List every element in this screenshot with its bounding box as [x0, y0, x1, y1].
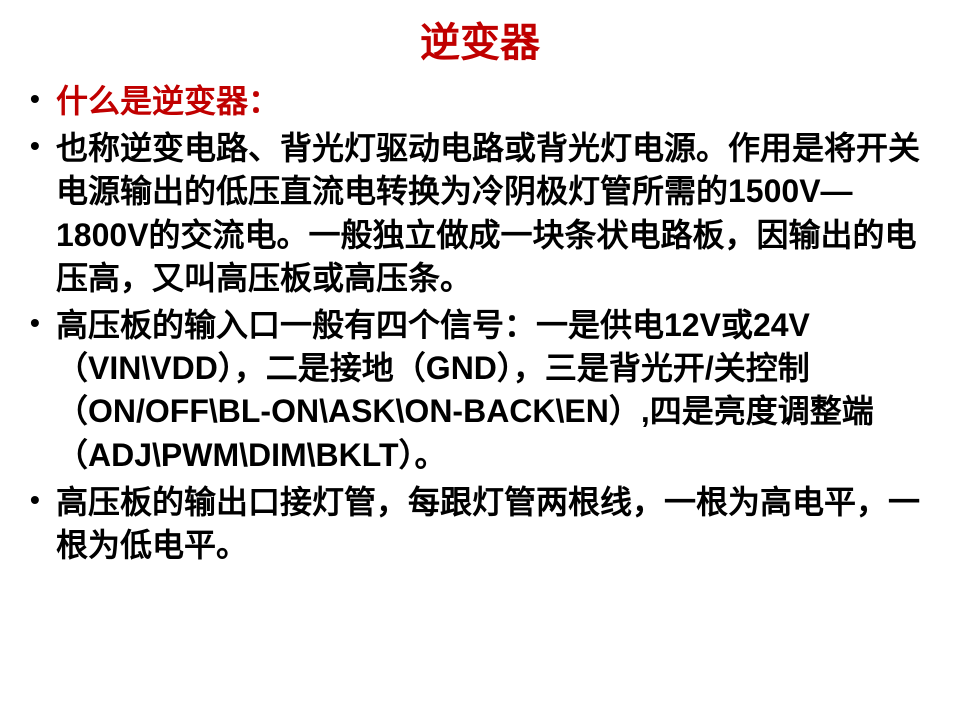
list-item: 什么是逆变器： — [20, 80, 940, 123]
bullet-text: 高压板的输入口一般有四个信号：一是供电12V或24V（VIN\VDD），二是接地… — [56, 304, 940, 477]
slide-title: 逆变器 — [20, 10, 940, 68]
list-item: 高压板的输出口接灯管，每跟灯管两根线，一根为高电平，一根为低电平。 — [20, 481, 940, 567]
list-item: 也称逆变电路、背光灯驱动电路或背光灯电源。作用是将开关电源输出的低压直流电转换为… — [20, 127, 940, 300]
title-text: 逆变器 — [420, 21, 540, 65]
content-list: 什么是逆变器： 也称逆变电路、背光灯驱动电路或背光灯电源。作用是将开关电源输出的… — [20, 80, 940, 567]
bullet-text: 也称逆变电路、背光灯驱动电路或背光灯电源。作用是将开关电源输出的低压直流电转换为… — [56, 127, 940, 300]
bullet-text: 高压板的输出口接灯管，每跟灯管两根线，一根为高电平，一根为低电平。 — [56, 481, 940, 567]
list-item: 高压板的输入口一般有四个信号：一是供电12V或24V（VIN\VDD），二是接地… — [20, 304, 940, 477]
bullet-text: 什么是逆变器： — [56, 80, 940, 123]
